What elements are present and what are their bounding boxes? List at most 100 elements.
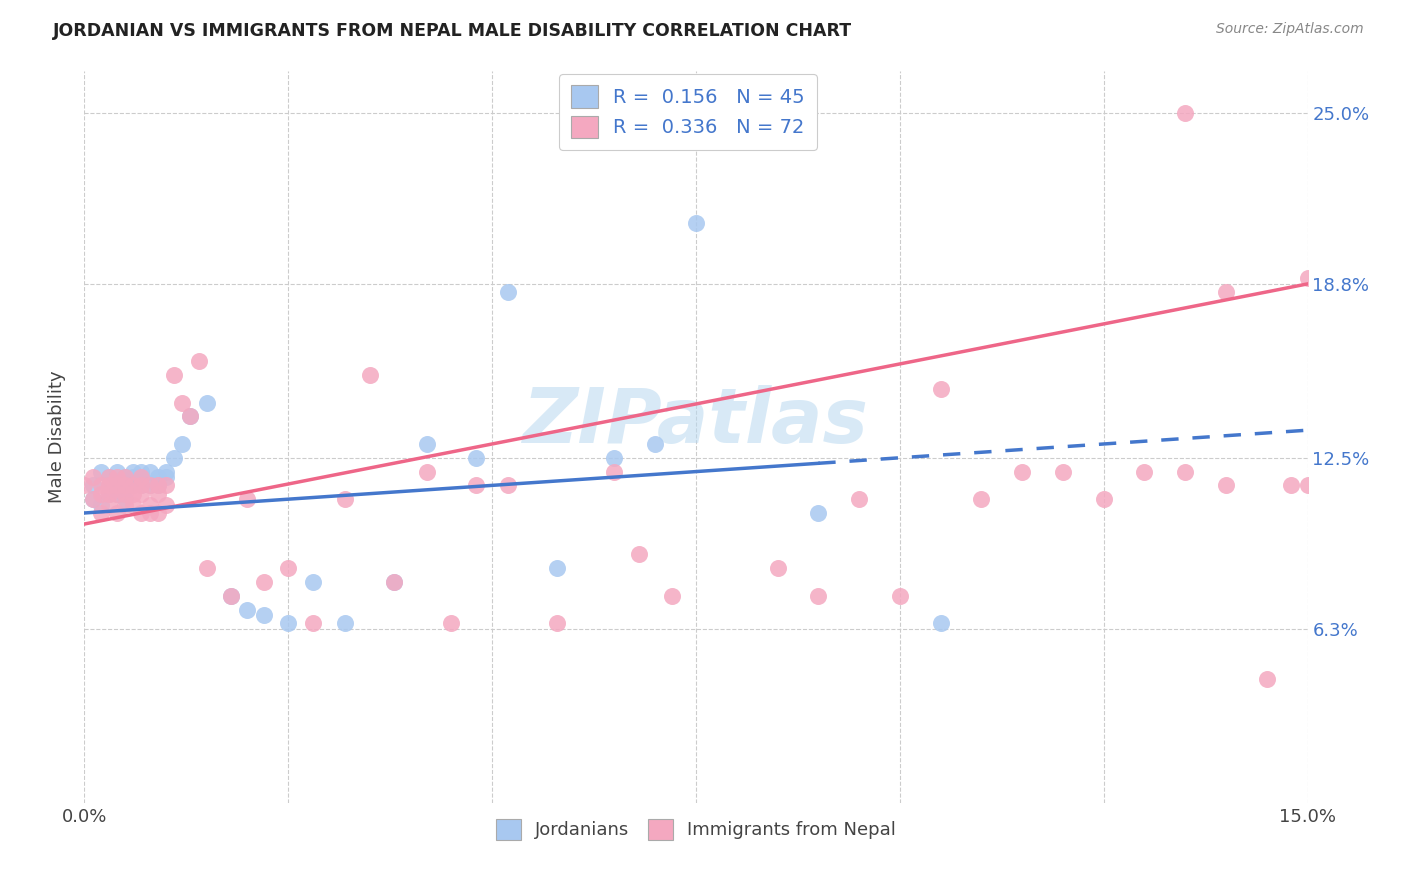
Y-axis label: Male Disability: Male Disability <box>48 371 66 503</box>
Point <box>277 616 299 631</box>
Point <box>179 409 201 424</box>
Point <box>131 478 153 492</box>
Point <box>627 548 650 562</box>
Point <box>97 478 120 492</box>
Point <box>685 216 707 230</box>
Point <box>172 395 194 409</box>
Point <box>146 470 169 484</box>
Point <box>335 492 357 507</box>
Point <box>464 478 486 492</box>
Point <box>929 616 952 631</box>
Point <box>1256 672 1278 686</box>
Point <box>179 409 201 424</box>
Point <box>146 478 169 492</box>
Point <box>122 478 145 492</box>
Point <box>889 589 911 603</box>
Point <box>970 492 993 507</box>
Point <box>122 470 145 484</box>
Point <box>114 470 136 484</box>
Point <box>1133 465 1156 479</box>
Point <box>498 478 520 492</box>
Point <box>114 478 136 492</box>
Point <box>155 498 177 512</box>
Point <box>187 354 209 368</box>
Point <box>929 382 952 396</box>
Point <box>359 368 381 382</box>
Point <box>114 492 136 507</box>
Point <box>114 486 136 500</box>
Point <box>464 450 486 465</box>
Point <box>122 486 145 500</box>
Point <box>603 450 626 465</box>
Point <box>440 616 463 631</box>
Point <box>253 608 276 623</box>
Point <box>131 470 153 484</box>
Point <box>1052 465 1074 479</box>
Point <box>301 616 323 631</box>
Text: JORDANIAN VS IMMIGRANTS FROM NEPAL MALE DISABILITY CORRELATION CHART: JORDANIAN VS IMMIGRANTS FROM NEPAL MALE … <box>53 22 852 40</box>
Point <box>236 492 259 507</box>
Point <box>138 498 160 512</box>
Point <box>1011 465 1033 479</box>
Point <box>172 437 194 451</box>
Point <box>335 616 357 631</box>
Point <box>1215 478 1237 492</box>
Point <box>138 465 160 479</box>
Point <box>807 506 830 520</box>
Point <box>416 465 439 479</box>
Point <box>382 574 405 589</box>
Point <box>766 561 789 575</box>
Point <box>82 478 104 492</box>
Point <box>82 492 104 507</box>
Point <box>1174 465 1197 479</box>
Point <box>163 368 186 382</box>
Point <box>219 589 242 603</box>
Point <box>807 589 830 603</box>
Point <box>219 589 242 603</box>
Point <box>131 470 153 484</box>
Text: Source: ZipAtlas.com: Source: ZipAtlas.com <box>1216 22 1364 37</box>
Text: ZIPatlas: ZIPatlas <box>523 385 869 459</box>
Point <box>546 561 568 575</box>
Legend: Jordanians, Immigrants from Nepal: Jordanians, Immigrants from Nepal <box>486 810 905 848</box>
Point <box>105 478 128 492</box>
Point <box>498 285 520 300</box>
Point <box>105 486 128 500</box>
Point <box>301 574 323 589</box>
Point <box>1174 105 1197 120</box>
Point <box>97 470 120 484</box>
Point <box>131 506 153 520</box>
Point <box>253 574 276 589</box>
Point <box>1279 478 1302 492</box>
Point <box>644 437 666 451</box>
Point <box>90 506 112 520</box>
Point <box>163 450 186 465</box>
Point <box>114 498 136 512</box>
Point <box>603 465 626 479</box>
Point <box>105 470 128 484</box>
Point <box>105 506 128 520</box>
Point <box>122 465 145 479</box>
Point <box>155 465 177 479</box>
Point <box>1296 478 1319 492</box>
Point <box>146 506 169 520</box>
Point <box>90 465 112 479</box>
Point <box>416 437 439 451</box>
Point <box>146 478 169 492</box>
Point <box>90 478 112 492</box>
Point <box>1215 285 1237 300</box>
Point <box>82 470 104 484</box>
Point <box>114 470 136 484</box>
Point <box>138 506 160 520</box>
Point <box>131 478 153 492</box>
Point <box>236 602 259 616</box>
Point <box>97 478 120 492</box>
Point <box>97 470 120 484</box>
Point <box>90 486 112 500</box>
Point <box>146 486 169 500</box>
Point <box>661 589 683 603</box>
Point <box>97 498 120 512</box>
Point <box>382 574 405 589</box>
Point <box>155 470 177 484</box>
Point <box>546 616 568 631</box>
